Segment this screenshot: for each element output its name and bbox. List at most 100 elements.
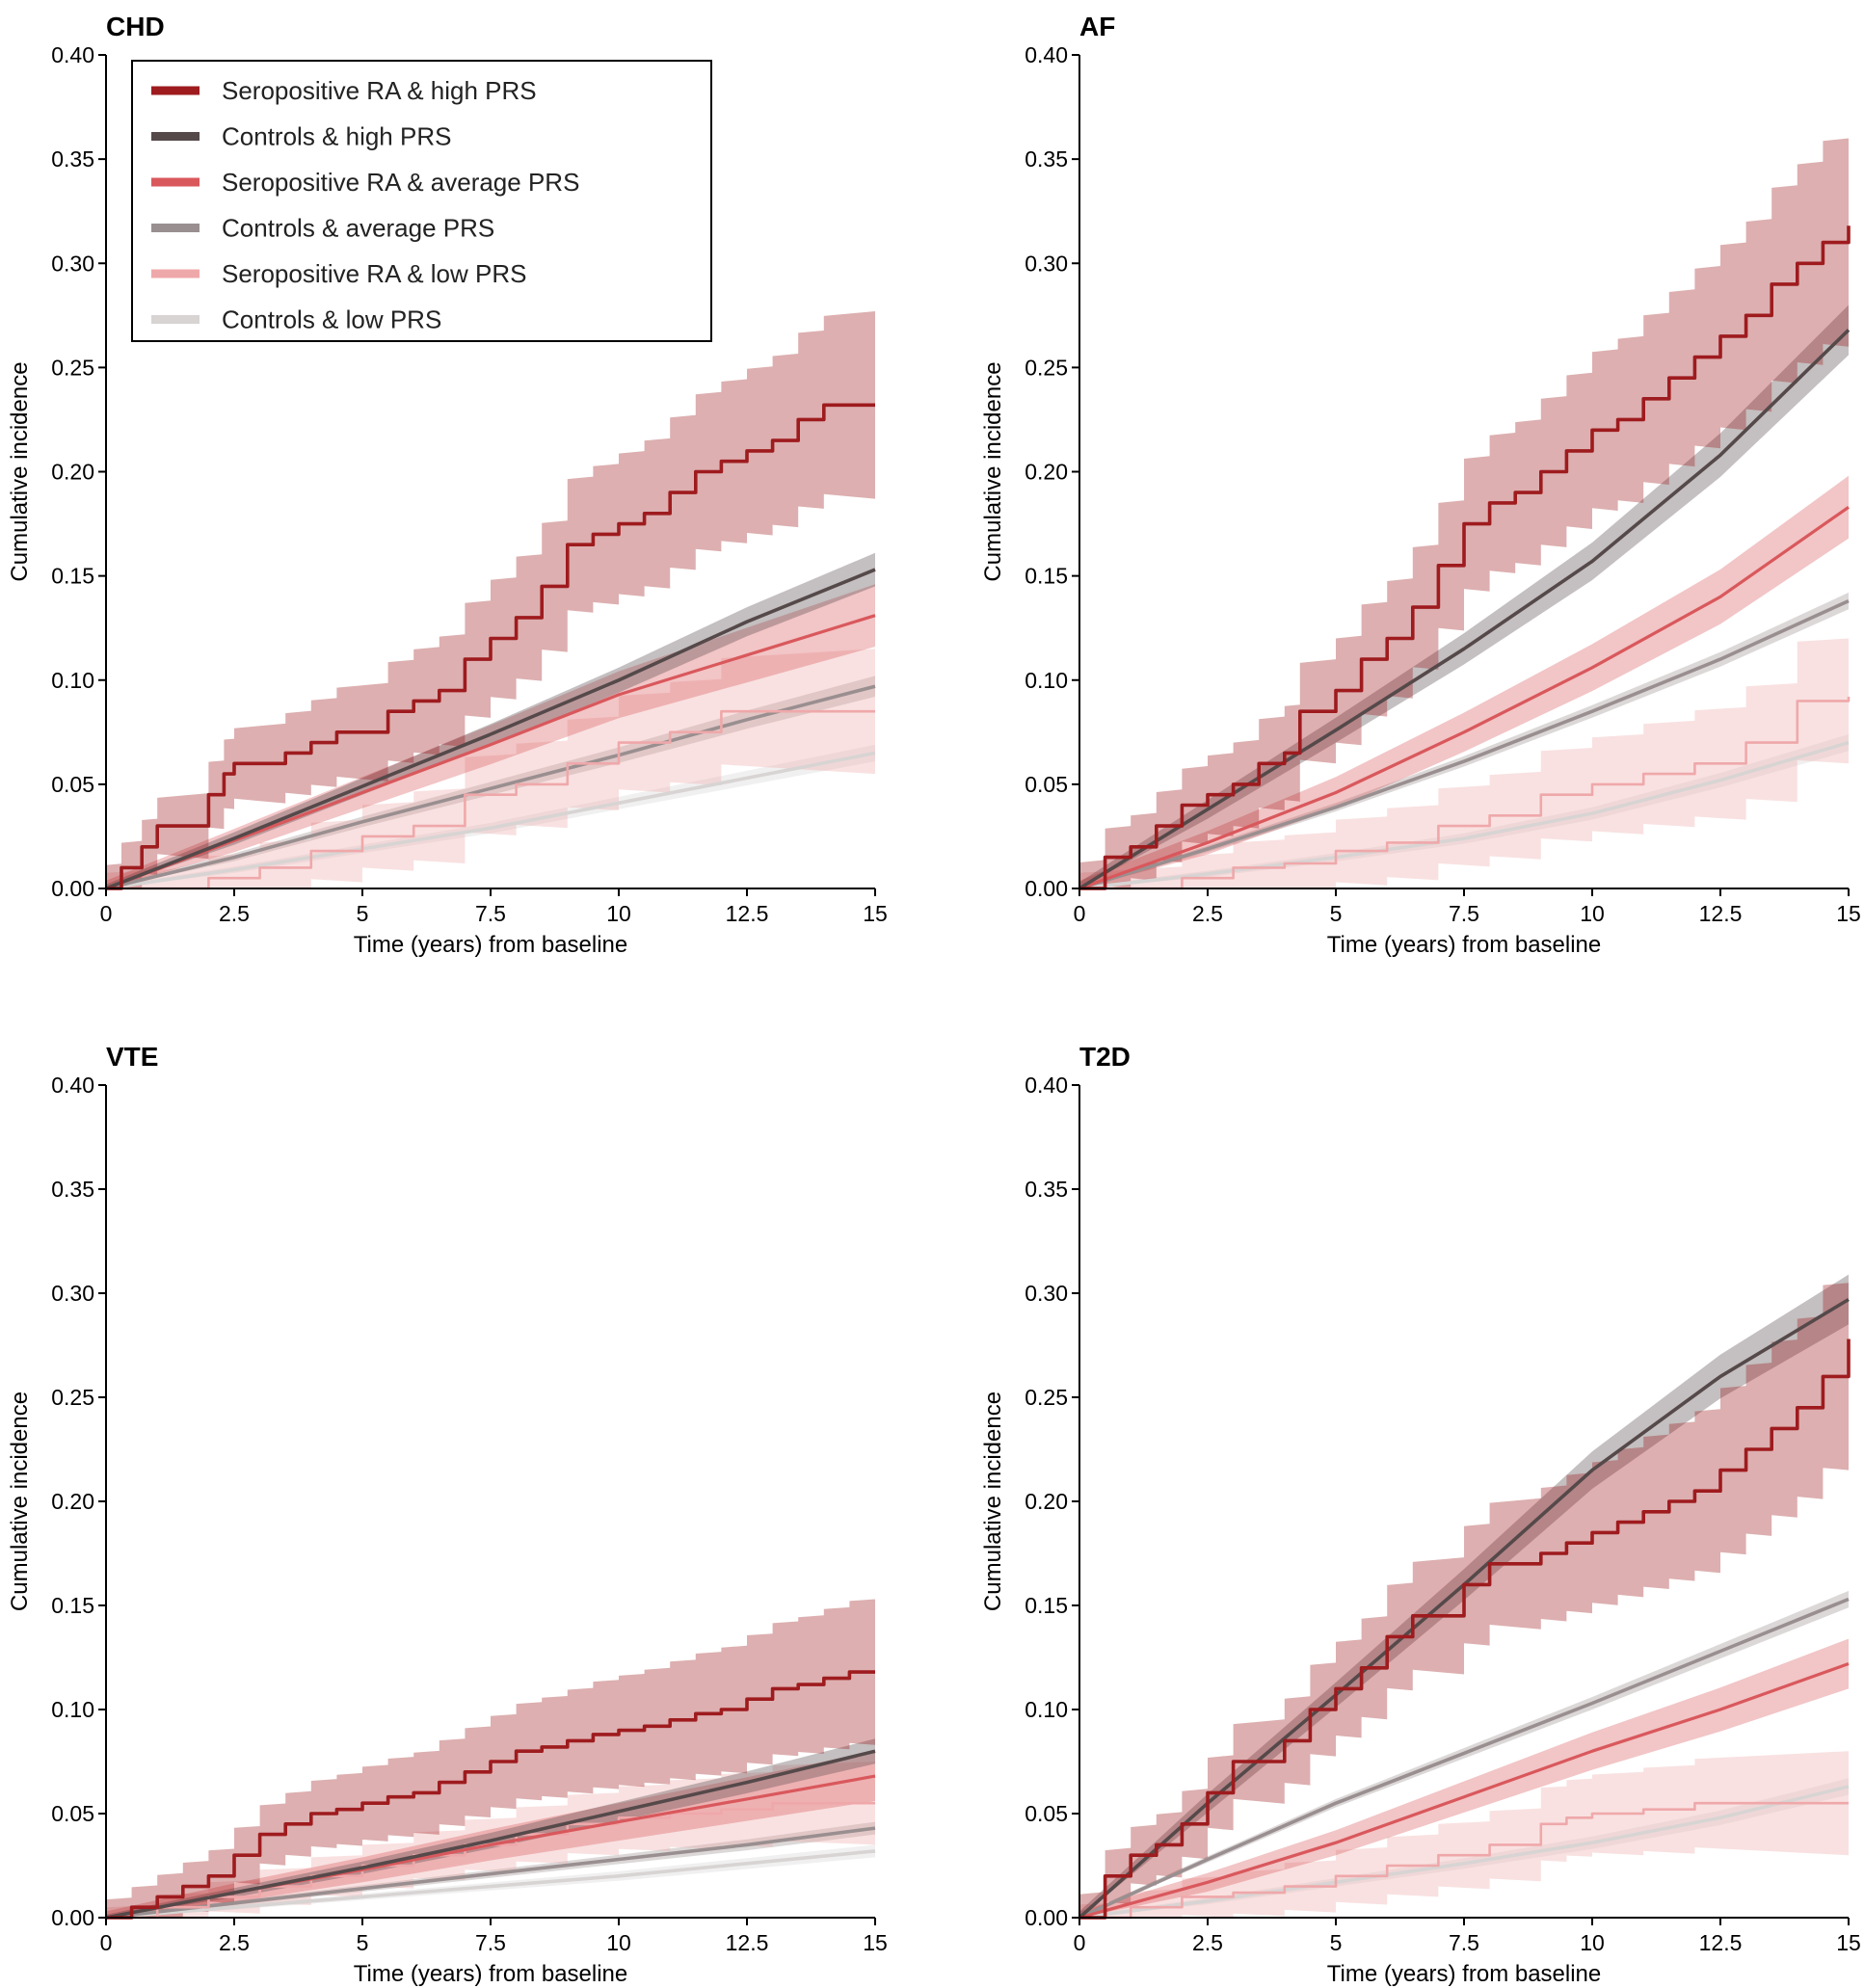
ci-band bbox=[106, 1599, 875, 1918]
chart-panel-vte: VTE 0.00 0.05 0.10 0.15 0.20 0.25 0.30 0.35 0.40 0… bbox=[7, 1042, 888, 1987]
y-tick-label: 0.20 bbox=[51, 1489, 94, 1514]
series-line bbox=[106, 1670, 875, 1920]
panel-title: VTE bbox=[106, 1042, 158, 1072]
ci-band bbox=[106, 1844, 875, 1918]
x-tick-label: 5 bbox=[357, 901, 369, 926]
legend-label: Controls & low PRS bbox=[222, 305, 441, 334]
ci-band bbox=[1079, 1751, 1849, 1918]
y-tick-label: 0.05 bbox=[1025, 1801, 1068, 1826]
ci-bands bbox=[106, 311, 875, 888]
y-tick-label: 0.20 bbox=[1025, 460, 1068, 485]
x-tick-label: 12.5 bbox=[1699, 1930, 1743, 1955]
x-tick-label: 0 bbox=[100, 1930, 113, 1955]
series-line bbox=[1078, 740, 1850, 890]
x-tick-label: 10 bbox=[1580, 1930, 1605, 1955]
y-tick-label: 0.30 bbox=[1025, 1281, 1068, 1306]
series-lines bbox=[1078, 225, 1851, 890]
x-tick-label: 2.5 bbox=[1192, 901, 1223, 926]
y-tick-label: 0.15 bbox=[1025, 564, 1068, 589]
series-line bbox=[105, 568, 876, 890]
legend-label: Controls & average PRS bbox=[222, 214, 494, 243]
y-tick-label: 0.35 bbox=[1025, 1177, 1068, 1202]
chart-panel-af: AF 0.00 0.05 0.10 0.15 0.20 0.25 0.30 0.35 0.40 0 2… bbox=[980, 12, 1861, 958]
x-tick-label: 0 bbox=[1074, 901, 1086, 926]
x-tick-label: 0 bbox=[100, 901, 113, 926]
x-tick-label: 15 bbox=[1836, 1930, 1861, 1955]
legend-frame bbox=[131, 60, 712, 342]
series-line bbox=[105, 751, 876, 890]
y-tick-label: 0.20 bbox=[51, 460, 94, 485]
y-tick-label: 0.15 bbox=[51, 1593, 94, 1618]
ci-band bbox=[106, 1751, 875, 1918]
legend-label: Seropositive RA & average PRS bbox=[222, 168, 579, 197]
series-lines bbox=[105, 1670, 876, 1920]
ci-band bbox=[106, 649, 875, 888]
chart-panel-chd: CHD 0.00 0.05 0.10 0.15 0.20 0.25 0.30 0.35 0.40 0… bbox=[7, 12, 888, 958]
y-axis-label: Cumulative incidence bbox=[980, 1392, 1006, 1611]
y-tick-label: 0.20 bbox=[1025, 1489, 1068, 1514]
y-tick-label: 0.35 bbox=[1025, 146, 1068, 172]
y-axis-label: Cumulative incidence bbox=[7, 361, 33, 581]
y-tick-label: 0.30 bbox=[1025, 251, 1068, 276]
y-tick-label: 0.40 bbox=[1025, 1073, 1068, 1098]
y-tick-label: 0.10 bbox=[1025, 1697, 1068, 1722]
x-tick-label: 2.5 bbox=[219, 1930, 250, 1955]
y-tick-label: 0.00 bbox=[1025, 876, 1068, 901]
ci-band bbox=[106, 311, 875, 888]
y-tick-label: 0.25 bbox=[1025, 1385, 1068, 1410]
x-tick-label: 0 bbox=[1074, 1930, 1086, 1955]
x-tick-label: 5 bbox=[357, 1930, 369, 1955]
series-line bbox=[105, 1749, 876, 1920]
series-line bbox=[1079, 1339, 1851, 1920]
y-tick-label: 0.40 bbox=[51, 42, 94, 67]
x-tick-label: 5 bbox=[1330, 901, 1343, 926]
series-line bbox=[105, 684, 876, 890]
series-line bbox=[1078, 505, 1850, 890]
y-tick-label: 0.25 bbox=[1025, 355, 1068, 380]
y-tick-label: 0.15 bbox=[51, 564, 94, 589]
y-axis-label: Cumulative incidence bbox=[7, 1392, 33, 1611]
x-axis-label: Time (years) from baseline bbox=[1327, 1961, 1602, 1987]
y-tick-label: 0.30 bbox=[51, 1281, 94, 1306]
y-tick-label: 0.05 bbox=[51, 772, 94, 797]
series-line bbox=[1078, 1785, 1850, 1920]
series-line bbox=[105, 614, 876, 890]
x-tick-label: 2.5 bbox=[1192, 1930, 1223, 1955]
series-line bbox=[1078, 329, 1851, 890]
y-tick-label: 0.05 bbox=[51, 1801, 94, 1826]
x-tick-label: 15 bbox=[1836, 901, 1861, 926]
series-line bbox=[1079, 225, 1851, 890]
series-line bbox=[106, 709, 875, 890]
legend-label: Seropositive RA & high PRS bbox=[222, 76, 537, 105]
x-tick-label: 12.5 bbox=[726, 1930, 769, 1955]
x-axis-label: Time (years) from baseline bbox=[354, 932, 628, 958]
x-tick-label: 7.5 bbox=[1449, 901, 1479, 926]
panel-title: AF bbox=[1079, 12, 1115, 41]
x-tick-label: 10 bbox=[1580, 901, 1605, 926]
y-tick-label: 0.10 bbox=[1025, 668, 1068, 693]
panel-title: CHD bbox=[106, 12, 165, 41]
y-tick-label: 0.35 bbox=[51, 1177, 94, 1202]
legend-label: Controls & high PRS bbox=[222, 122, 451, 151]
series-line bbox=[1078, 1661, 1850, 1920]
y-tick-label: 0.35 bbox=[51, 146, 94, 172]
ci-bands bbox=[1079, 121, 1849, 888]
series-lines bbox=[1078, 1297, 1851, 1920]
series-line bbox=[106, 403, 875, 890]
y-tick-label: 0.00 bbox=[51, 876, 94, 901]
series-line bbox=[1079, 697, 1851, 890]
panel-title: T2D bbox=[1079, 1042, 1131, 1072]
x-axis-label: Time (years) from baseline bbox=[354, 1961, 628, 1987]
x-tick-label: 7.5 bbox=[475, 901, 506, 926]
y-tick-label: 0.05 bbox=[1025, 772, 1068, 797]
series-line bbox=[105, 1826, 876, 1920]
x-tick-label: 10 bbox=[606, 901, 631, 926]
y-tick-label: 0.30 bbox=[51, 251, 94, 276]
x-tick-label: 10 bbox=[606, 1930, 631, 1955]
ci-band bbox=[1079, 121, 1849, 888]
ci-band bbox=[106, 1821, 875, 1918]
series-line bbox=[105, 1849, 876, 1920]
y-tick-label: 0.40 bbox=[51, 1073, 94, 1098]
legend-label: Seropositive RA & low PRS bbox=[222, 259, 526, 288]
